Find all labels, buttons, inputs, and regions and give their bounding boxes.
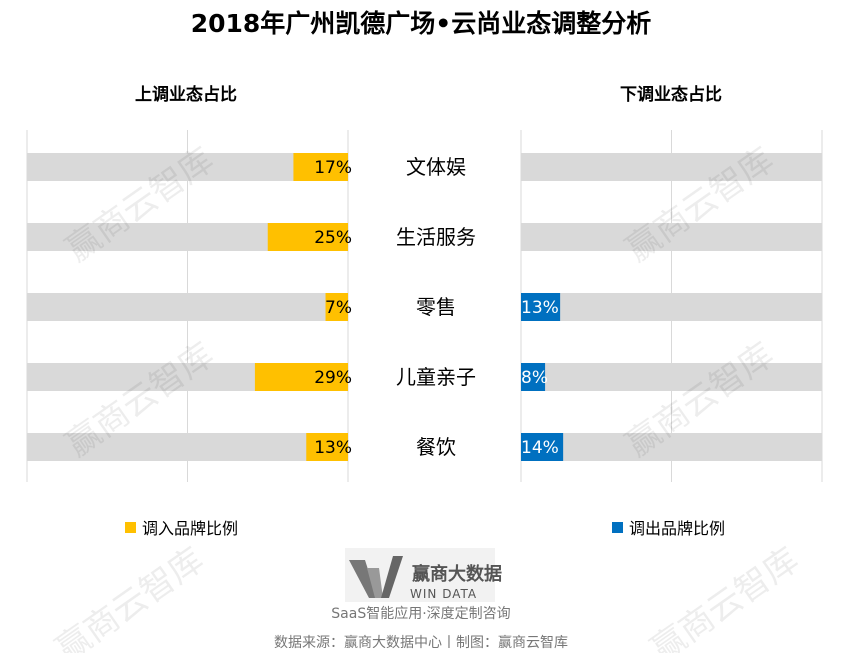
left-data-label: 17% xyxy=(314,158,352,178)
category-label: 生活服务 xyxy=(396,225,476,249)
right-track-bar xyxy=(521,153,822,181)
left-bar xyxy=(325,293,348,321)
right-data-label: 14% xyxy=(521,438,559,458)
left-data-label: 25% xyxy=(314,228,352,248)
right-bar xyxy=(521,363,546,391)
chart-title: 2018年广州凯德广场•云尚业态调整分析 xyxy=(190,9,652,38)
right-bar xyxy=(521,293,561,321)
right-track-bar xyxy=(521,363,822,391)
left-bar xyxy=(267,223,348,251)
right-data-label: 8% xyxy=(521,368,548,388)
category-label: 餐饮 xyxy=(416,435,456,459)
right-track-bar xyxy=(521,223,822,251)
category-label: 儿童亲子 xyxy=(396,365,476,389)
right-track-bar xyxy=(521,293,822,321)
category-label: 零售 xyxy=(416,295,456,319)
source-footer: 数据来源：赢商大数据中心丨制图：赢商云智库 xyxy=(274,635,568,651)
logo-text-cn: 赢商大数据 xyxy=(412,564,502,585)
left-data-label: 29% xyxy=(314,368,352,388)
slogan: SaaS智能应用·深度定制咨询 xyxy=(331,606,511,622)
logo-mark-icon xyxy=(349,556,403,598)
category-label: 文体娱 xyxy=(406,155,466,179)
right-data-label: 13% xyxy=(521,298,559,318)
legend-down: 调出品牌比例 xyxy=(612,515,725,539)
logo xyxy=(345,548,495,602)
left-track-bar xyxy=(27,293,348,321)
legend-label-down: 调出品牌比例 xyxy=(629,519,726,538)
right-track-bar xyxy=(521,433,822,461)
left-data-label: 13% xyxy=(314,438,352,458)
left-chart-title: 上调业态占比 xyxy=(135,85,237,105)
left-data-label: 7% xyxy=(325,298,352,318)
right-chart-title: 下调业态占比 xyxy=(620,85,722,105)
left-bar xyxy=(293,153,348,181)
legend-swatch-up xyxy=(125,521,136,533)
left-bar xyxy=(254,363,348,391)
legend-up: 调入品牌比例 xyxy=(125,515,238,539)
legend-label-up: 调入品牌比例 xyxy=(142,519,239,538)
logo-text-en: WIN DATA xyxy=(410,587,478,601)
left-bar xyxy=(306,433,348,461)
left-track-bar xyxy=(27,433,348,461)
legend-swatch-down xyxy=(612,521,623,533)
right-bar xyxy=(521,433,564,461)
